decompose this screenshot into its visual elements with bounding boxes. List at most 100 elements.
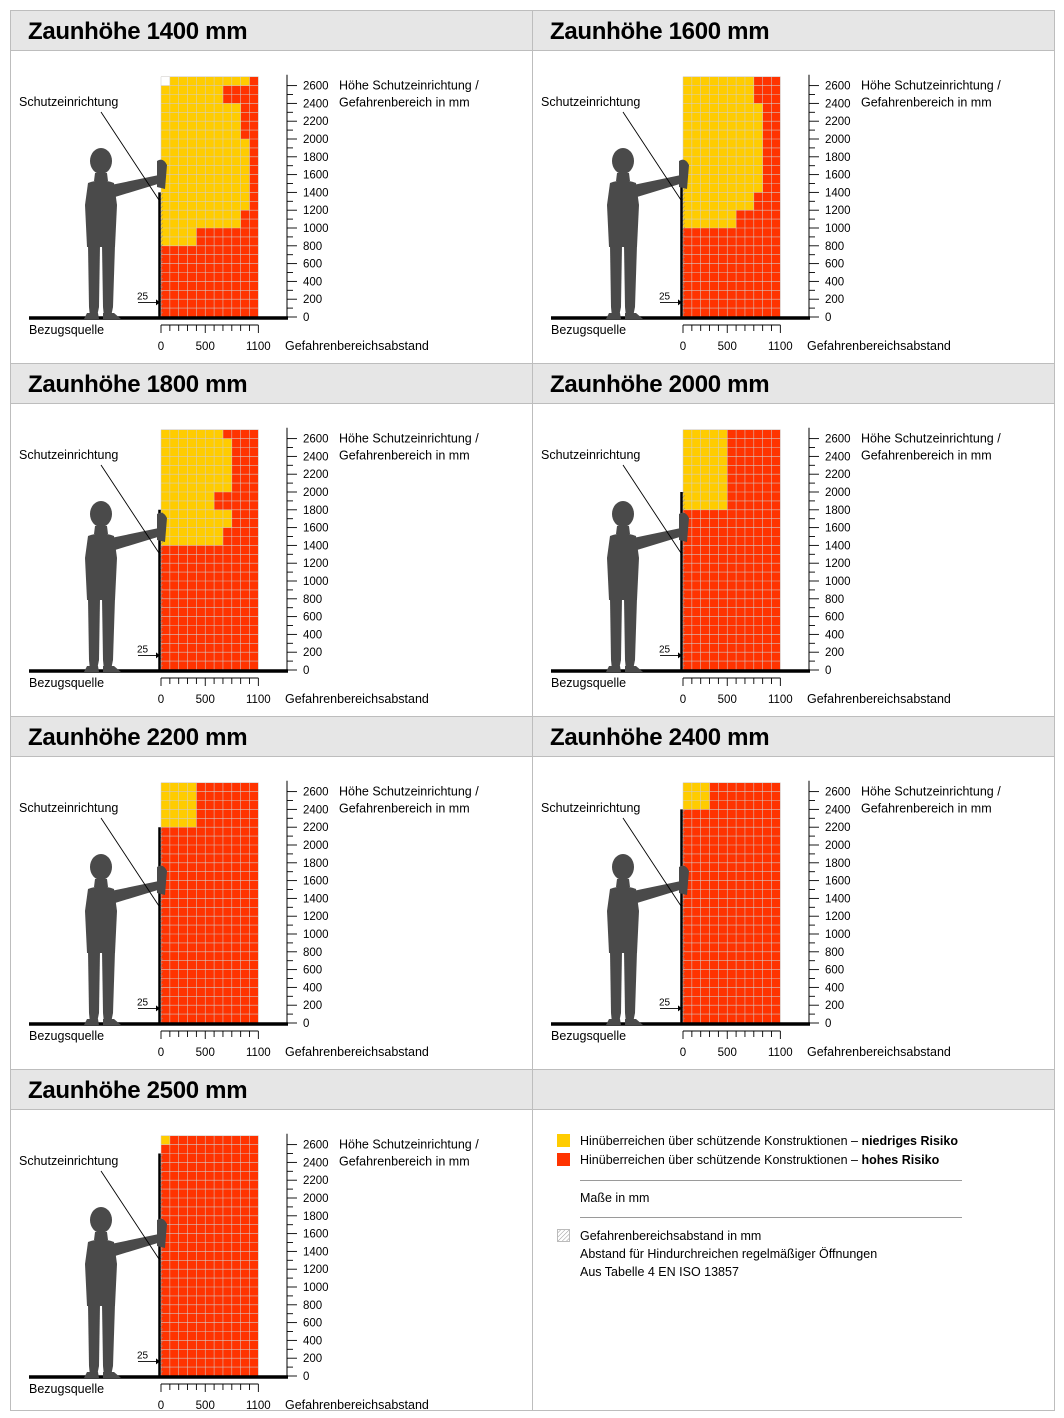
y-tick-label: 1800 [825, 152, 851, 164]
y-axis-title: Höhe Schutzeinrichtung / [861, 79, 1001, 93]
y-tick-label: 800 [303, 594, 322, 606]
barrier-leader-line [100, 1170, 160, 1260]
x-tick-label: 0 [680, 341, 686, 353]
y-tick-label: 1600 [825, 523, 851, 535]
panel-title: Zaunhöhe 1400 mm [28, 18, 248, 45]
barrier-leader-line [100, 464, 160, 554]
figure-foot [103, 313, 121, 319]
x-tick-label: 0 [680, 1047, 686, 1059]
fence-hatch [160, 1153, 163, 1376]
panel-title: Zaunhöhe 1600 mm [550, 18, 770, 45]
x-tick-label: 0 [158, 694, 164, 706]
legend-text: Hinüberreichen über schützende Konstrukt… [580, 1134, 862, 1148]
y-axis-title: Höhe Schutzeinrichtung / [339, 1138, 479, 1152]
high-risk-zone-cell [161, 1135, 259, 1145]
figure-leg [88, 1304, 100, 1376]
diagram-panel-1600: Zaunhöhe 1600 mm Bezugsquelle Schutzeinri… [532, 10, 1055, 364]
gap-label: 25 [137, 644, 149, 655]
figure-arm [111, 881, 161, 903]
y-tick-label: 600 [825, 612, 844, 624]
panel-header: Zaunhöhe 1800 mm [11, 364, 532, 404]
y-tick-label: 2000 [303, 840, 329, 852]
legend-hatch-line-2: Abstand für Hindurchreichen regelmäßiger… [580, 1247, 878, 1261]
figure-leg [88, 598, 100, 670]
figure-hand [157, 865, 167, 895]
figure-arm [633, 528, 683, 550]
x-axis-title: Gefahrenbereichsabstand [807, 1045, 951, 1059]
y-tick-label: 2000 [303, 1193, 329, 1205]
figure-foot [606, 666, 621, 672]
y-axis-title: Höhe Schutzeinrichtung / [339, 785, 479, 799]
panel-title: Zaunhöhe 2500 mm [28, 1077, 248, 1104]
figure-arm [111, 175, 161, 197]
reach-diagram: Bezugsquelle Schutzeinrichtung 25 0 200 400 60… [19, 427, 479, 706]
x-tick-label: 500 [718, 694, 737, 706]
legend-swatch-high-risk [557, 1153, 570, 1166]
reference-label: Bezugsquelle [551, 323, 626, 337]
y-tick-label: 200 [825, 294, 844, 306]
reach-diagram: Bezugsquelle Schutzeinrichtung 25 0 200 400 60… [19, 74, 479, 353]
figure-foot [84, 313, 99, 319]
y-tick-label: 200 [303, 1000, 322, 1012]
y-tick-label: 1800 [825, 505, 851, 517]
x-tick-label: 0 [680, 694, 686, 706]
y-tick-label: 2600 [303, 787, 329, 799]
y-tick-label: 1000 [303, 223, 329, 235]
panel-header: Zaunhöhe 2000 mm [533, 364, 1054, 404]
figure-neck [616, 173, 630, 181]
y-tick-label: 1000 [825, 929, 851, 941]
legend-hatch-line-3: Aus Tabelle 4 EN ISO 13857 [580, 1265, 739, 1279]
gap-arrow [678, 1005, 682, 1012]
x-tick-label: 1100 [246, 1047, 271, 1059]
barrier-label: Schutzeinrichtung [19, 1154, 118, 1168]
x-tick-label: 1100 [768, 1047, 793, 1059]
legend-bold: hohes Risiko [861, 1153, 940, 1167]
safe-zone-cell [161, 76, 170, 86]
figure-foot [625, 666, 643, 672]
x-tick-label: 500 [718, 1047, 737, 1059]
figure-hand [679, 512, 689, 542]
y-tick-label: 2000 [825, 840, 851, 852]
reference-label: Bezugsquelle [29, 1382, 104, 1396]
y-axis-title: Gefahrenbereich in mm [339, 1155, 470, 1169]
figure-neck [94, 1232, 108, 1240]
high-risk-zone-cell [161, 782, 259, 792]
gap-arrow [156, 1005, 160, 1012]
legend-bold: niedriges Risiko [861, 1134, 958, 1148]
y-axis-title: Gefahrenbereich in mm [861, 449, 992, 463]
reference-label: Bezugsquelle [551, 676, 626, 690]
diagram-panel-1800: Zaunhöhe 1800 mm Bezugsquelle Schutzeinri… [10, 363, 533, 717]
y-axis-title: Höhe Schutzeinrichtung / [861, 432, 1001, 446]
y-tick-label: 200 [825, 1000, 844, 1012]
figure-foot [625, 313, 643, 319]
figure-torso [607, 533, 639, 600]
high-risk-zone-cell [683, 782, 781, 792]
low-risk-zone-cell [161, 429, 223, 439]
barrier-label: Schutzeinrichtung [19, 801, 118, 815]
x-tick-label: 1100 [246, 1400, 271, 1411]
y-tick-label: 600 [825, 965, 844, 977]
figure-arm [633, 175, 683, 197]
barrier-label: Schutzeinrichtung [541, 95, 640, 109]
reference-label: Bezugsquelle [29, 676, 104, 690]
y-tick-label: 1400 [303, 893, 329, 905]
reference-label: Bezugsquelle [29, 1029, 104, 1043]
reach-diagram: Bezugsquelle Schutzeinrichtung 25 0 200 400 60… [19, 780, 479, 1059]
y-tick-label: 2200 [825, 822, 851, 834]
figure-torso [607, 886, 639, 953]
y-tick-label: 1200 [825, 558, 851, 570]
y-tick-label: 2600 [303, 434, 329, 446]
y-tick-label: 1400 [303, 540, 329, 552]
figure-leg [624, 951, 637, 1023]
y-tick-label: 2200 [303, 469, 329, 481]
y-tick-label: 0 [303, 1371, 309, 1383]
y-tick-label: 1600 [303, 1229, 329, 1241]
legend-swatch-hatch [557, 1229, 570, 1242]
y-tick-label: 2200 [825, 469, 851, 481]
legend-hatch-line-1: Gefahrenbereichsabstand in mm [580, 1229, 762, 1243]
gap-arrow [156, 1358, 160, 1365]
y-tick-label: 2200 [303, 822, 329, 834]
figure-foot [103, 666, 121, 672]
y-tick-label: 200 [303, 647, 322, 659]
figure-leg [610, 951, 622, 1023]
